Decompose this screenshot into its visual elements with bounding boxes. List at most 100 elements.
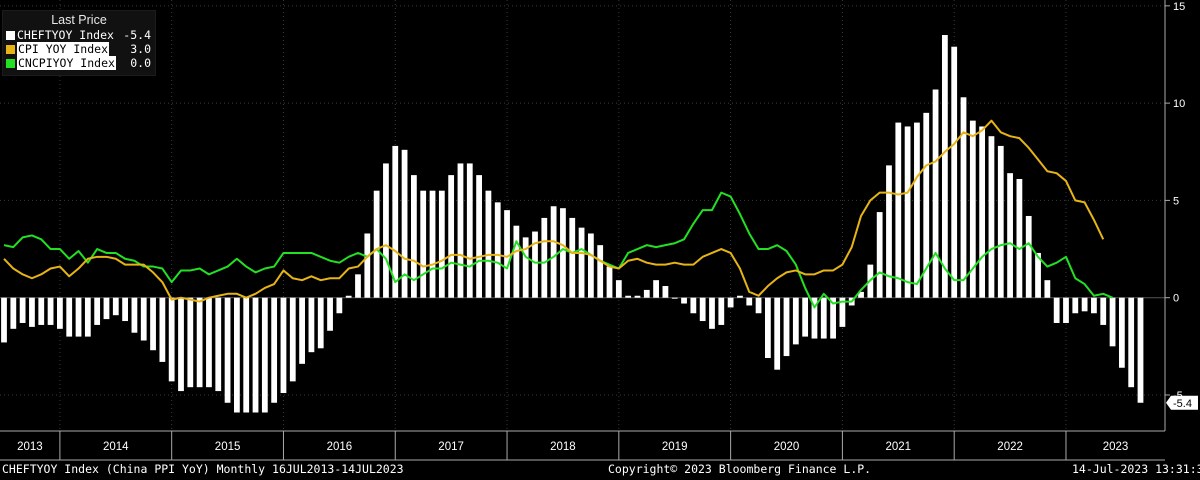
ppi-bar (94, 297, 101, 325)
ppi-bar (355, 274, 361, 298)
x-year-label: 2019 (662, 441, 688, 453)
legend-swatch-ppi (6, 30, 15, 40)
ppi-bar (643, 289, 650, 298)
ppi-bar (336, 297, 343, 314)
ppi-bar (1118, 297, 1125, 368)
ppi-bar (476, 175, 482, 298)
ppi-bar (457, 163, 464, 298)
x-year-label: 2021 (886, 441, 912, 453)
ppi-bar (764, 297, 771, 359)
x-year-label: 2014 (103, 441, 129, 453)
ppi-bar (979, 126, 986, 298)
cpi-lines (3, 119, 1113, 309)
cpi-china-last-tag-text: 0.0 (1173, 0, 1188, 3)
ppi-bar (541, 217, 548, 298)
ppi-bar (178, 297, 184, 392)
ppi-last-tag: -5.4 (1166, 395, 1198, 410)
ppi-bar (494, 202, 501, 298)
ppi-bar (187, 297, 194, 388)
ppi-bar (560, 208, 566, 298)
ppi-bar (1128, 297, 1135, 388)
ppi-bar (234, 297, 240, 413)
ppi-bar (1137, 297, 1144, 403)
ppi-bar (578, 227, 585, 298)
ppi-bar (774, 297, 781, 370)
y-tick-label: 15 (1173, 1, 1185, 13)
ppi-bar (1025, 215, 1032, 298)
ppi-bar (57, 297, 63, 329)
ppi-bar (886, 165, 892, 298)
ppi-bar (150, 297, 156, 351)
axes: 151050-520132014201520162017201820192020… (0, 0, 1185, 461)
ppi-bar (168, 297, 175, 382)
ppi-last-tag-text: -5.4 (1173, 398, 1192, 410)
ppi-bar (625, 295, 632, 298)
ppi-bar (532, 231, 538, 298)
y-tick-label: 0 (1173, 293, 1179, 305)
ppi-bar (1100, 297, 1107, 325)
ppi-bar (969, 120, 976, 298)
ppi-bar (662, 286, 669, 298)
ppi-bar (914, 122, 920, 298)
ppi-bar (951, 46, 958, 298)
ppi-bar (606, 266, 613, 298)
ppi-bar (261, 297, 268, 413)
y-tick-label: 10 (1173, 98, 1185, 110)
cpi-us-line (3, 119, 1105, 303)
ppi-bar (1091, 297, 1097, 314)
ppi-bar (802, 297, 809, 337)
x-year-label: 2023 (1103, 441, 1129, 453)
legend-swatch-cpi-us (6, 44, 15, 54)
ppi-bar (131, 297, 138, 333)
ppi-bar (709, 297, 715, 329)
ppi-bar (690, 297, 697, 314)
ppi-bar (746, 297, 753, 306)
ppi-bar (29, 297, 35, 327)
cpi-us-last-tag: 3.0 (1173, 0, 1188, 3)
ppi-bar (271, 297, 278, 403)
ppi-bar (932, 89, 939, 298)
ppi-bar (1072, 297, 1079, 314)
ppi-bar (960, 97, 967, 298)
ppi-bar (634, 295, 641, 298)
ppi-bar (755, 297, 762, 314)
x-year-label: 2016 (327, 441, 353, 453)
ppi-bar (47, 297, 54, 325)
y-tick-label: 5 (1173, 195, 1179, 207)
ppi-bar (550, 206, 557, 298)
ppi-bar (206, 297, 212, 388)
ppi-bar (224, 297, 231, 403)
legend-name-cpi-us: CPI YOY Index (17, 42, 110, 56)
ppi-bar (1081, 297, 1088, 312)
ppi-bar (289, 297, 296, 382)
ppi-bar (75, 297, 82, 337)
ppi-bar (420, 190, 427, 298)
legend-value-cpi-china: 0.0 (130, 56, 151, 70)
legend: Last Price CHEFTYOY Index -5.4 CPI YOY I… (2, 10, 156, 76)
ppi-bar (429, 190, 436, 298)
ppi-bar (783, 297, 790, 357)
ppi-bar (681, 297, 687, 304)
ppi-bar (1063, 297, 1069, 323)
ppi-bar (103, 297, 110, 320)
ppi-bar (895, 122, 902, 298)
legend-title: Last Price (51, 13, 107, 27)
ppi-bar (252, 297, 259, 413)
footer-copyright: Copyright© 2023 Bloomberg Finance L.P. (608, 462, 872, 476)
ppi-bar (438, 190, 445, 298)
x-year-label: 2022 (997, 441, 1023, 453)
ppi-bar (1053, 297, 1060, 323)
ppi-bar (196, 297, 203, 388)
last-value-tags: 3.00.0 -5.4 (1166, 0, 1198, 410)
ppi-bar (820, 297, 827, 339)
ppi-bar (345, 295, 352, 298)
ppi-bar (159, 297, 166, 362)
footer-description: CHEFTYOY Index (China PPI YoY) Monthly 1… (2, 462, 404, 476)
ppi-bar (299, 297, 305, 364)
ppi-bar (1, 297, 7, 343)
cpi-us-last-tag-text: 3.0 (1173, 0, 1188, 3)
ppi-bar (122, 297, 128, 322)
ppi-bar (19, 297, 26, 323)
ppi-bar (38, 297, 45, 325)
